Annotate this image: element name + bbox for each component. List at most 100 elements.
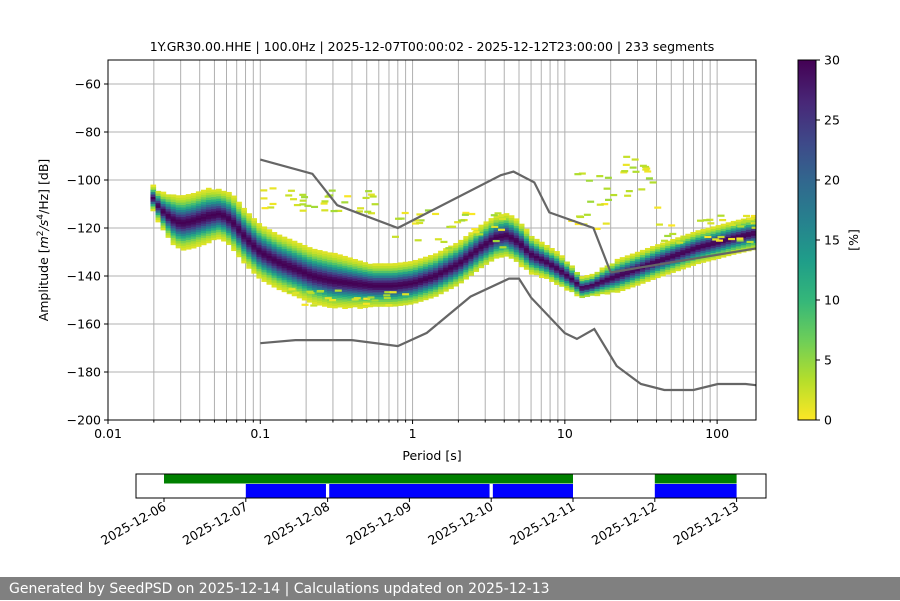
heatmap-cell [604, 289, 611, 293]
heatmap-cell [448, 252, 454, 256]
heatmap-cell [341, 201, 349, 204]
heatmap-cell [281, 289, 288, 293]
heatmap-cell [236, 206, 242, 210]
heatmap-cell [728, 237, 736, 241]
heatmap-cell [271, 251, 278, 254]
heatmap-cell [453, 276, 459, 280]
heatmap-cell [175, 200, 182, 203]
heatmap-cell [211, 199, 217, 202]
heatmap-cell [539, 253, 545, 257]
heatmap-cell [327, 254, 333, 258]
heatmap-cell [327, 286, 333, 289]
heatmap-cell [241, 246, 247, 249]
heatmap-cell [344, 195, 352, 198]
heatmap-cell [569, 272, 575, 276]
heatmap-cell [463, 243, 469, 246]
heatmap-cell [574, 276, 580, 280]
heatmap-cell [690, 263, 697, 266]
heatmap-cell [281, 255, 288, 259]
heatmap-cell [619, 273, 626, 277]
heatmap-cell [710, 226, 717, 230]
heatmap-cell [468, 261, 475, 264]
heatmap-cell [342, 258, 348, 262]
heatmap-cell [730, 225, 737, 229]
heatmap-cell [578, 172, 586, 175]
heatmap-cell [644, 276, 651, 280]
heatmap-cell [654, 206, 662, 209]
heatmap-cell [382, 263, 389, 266]
heatmap-cell [226, 196, 232, 200]
heatmap-cell [639, 254, 646, 258]
heatmap-cell [473, 262, 480, 265]
heatmap-cell [417, 275, 424, 278]
heatmap-cell [750, 242, 756, 246]
heatmap-cell [508, 236, 515, 240]
heatmap-cell [518, 240, 525, 244]
psd-chart: 1Y.GR30.00.HHE | 100.0Hz | 2025-12-07T00… [36, 39, 861, 548]
heatmap-cell [493, 246, 500, 250]
heatmap-cell [337, 292, 343, 296]
heatmap-cell [704, 235, 712, 239]
heatmap-cell [554, 253, 560, 257]
heatmap-cell [443, 284, 449, 287]
heatmap-cell [387, 292, 394, 295]
heatmap-cell [549, 260, 555, 263]
heatmap-cell [211, 232, 217, 236]
heatmap-cell [427, 257, 434, 261]
heatmap-cell [322, 253, 328, 257]
heatmap-cell [385, 304, 393, 307]
heatmap-cell [327, 266, 333, 270]
heatmap-cell [271, 260, 278, 264]
heatmap-cell [190, 236, 197, 239]
heatmap-cell [433, 279, 439, 283]
heatmap-cell [402, 271, 409, 275]
heatmap-cell [650, 253, 656, 256]
heatmap-cell [276, 258, 283, 262]
heatmap-cell [528, 245, 535, 249]
heatmap-cell [301, 283, 308, 287]
heatmap-cell [322, 277, 328, 281]
heatmap-cell [468, 237, 475, 240]
heatmap-cell [564, 268, 570, 272]
heatmap-cell [564, 271, 570, 274]
heatmap-cell [513, 242, 520, 246]
heatmap-cell [367, 193, 375, 196]
heatmap-cell [306, 275, 313, 279]
heatmap-cell [246, 244, 252, 248]
heatmap-cell [503, 222, 510, 226]
heatmap-cell [715, 241, 722, 245]
heatmap-cell [493, 251, 500, 254]
heatmap-cell [609, 273, 616, 276]
timeline-blue-bar [654, 484, 737, 498]
heatmap-cell [488, 254, 495, 257]
heatmap-cell [544, 269, 550, 272]
heatmap-cell [730, 252, 737, 255]
heatmap-cell [392, 272, 399, 276]
heatmap-cell [610, 193, 618, 197]
heatmap-cell [190, 197, 197, 201]
heatmap-cell [316, 274, 323, 277]
heatmap-cell [503, 215, 510, 219]
heatmap-cell [453, 259, 459, 263]
heatmap-cell [589, 288, 596, 291]
heatmap-cell [690, 234, 697, 238]
heatmap-cell [458, 242, 464, 245]
heatmap-cell [402, 290, 409, 294]
heatmap-cell [185, 230, 192, 233]
heatmap-cell [463, 250, 469, 254]
heatmap-cell [226, 206, 232, 210]
heatmap-cell [276, 246, 283, 250]
heatmap-cell [503, 234, 510, 238]
heatmap-cell [311, 282, 318, 286]
heatmap-cell [478, 231, 485, 235]
heatmap-cell [332, 262, 338, 266]
heatmap-cell [725, 241, 732, 245]
heatmap-cell [453, 243, 459, 246]
heatmap-cell [660, 244, 666, 248]
heatmap-cell [518, 226, 525, 229]
heatmap-cell [705, 237, 712, 240]
heatmap-cell [200, 228, 207, 231]
heatmap-cell [337, 290, 343, 294]
heatmap-cell [670, 239, 676, 242]
heatmap-cell [422, 280, 429, 284]
